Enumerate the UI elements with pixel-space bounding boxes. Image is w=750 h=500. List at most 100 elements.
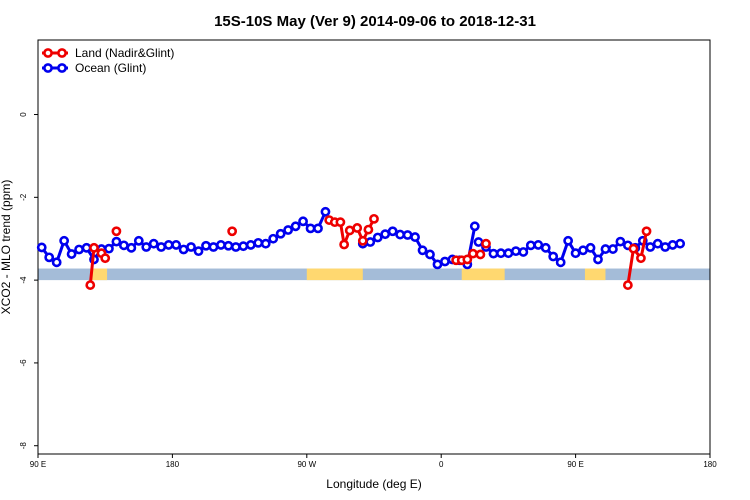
data-point: [622, 280, 633, 290]
data-point: [216, 240, 226, 250]
data-point: [141, 242, 152, 252]
x-tick-label: 180: [166, 460, 180, 469]
data-point: [593, 254, 603, 265]
data-point: [290, 221, 301, 232]
x-axis-label: Longitude (deg E): [326, 477, 421, 491]
data-point: [660, 242, 671, 252]
y-tick-label: -8: [19, 442, 28, 450]
y-tick-label: -6: [19, 359, 28, 367]
data-point: [51, 257, 62, 268]
data-point: [227, 226, 238, 237]
data-point: [540, 242, 551, 253]
data-point: [387, 226, 398, 237]
data-point: [283, 225, 294, 235]
data-point: [253, 237, 264, 248]
data-point: [104, 243, 114, 254]
data-point: [66, 249, 77, 259]
data-point: [111, 236, 122, 247]
data-point: [44, 252, 55, 263]
data-point: [357, 235, 368, 246]
data-point: [425, 249, 435, 260]
data-point: [126, 242, 137, 253]
data-point: [36, 242, 47, 253]
data-point: [496, 248, 506, 259]
data-point: [372, 232, 383, 243]
data-point: [365, 237, 376, 247]
land-band-segment: [90, 268, 108, 281]
data-point: [462, 254, 473, 265]
data-point: [488, 248, 499, 259]
chart-title: 15S-10S May (Ver 9) 2014-09-06 to 2018-1…: [214, 13, 536, 30]
y-tick-label: -4: [19, 276, 28, 284]
legend-marker: [43, 63, 53, 73]
data-point: [636, 253, 646, 264]
y-tick-label: -2: [19, 193, 28, 201]
data-point: [230, 242, 241, 252]
data-point: [473, 237, 484, 247]
x-tick-label: 90 W: [297, 460, 316, 469]
data-point: [260, 238, 271, 249]
data-point: [481, 238, 491, 249]
data-point: [201, 240, 211, 251]
data-point: [570, 248, 581, 259]
legend-marker: [57, 63, 67, 73]
land-band-segment: [584, 268, 606, 281]
series-ocean-glint: [36, 206, 686, 270]
data-point: [475, 249, 486, 260]
legend-marker: [43, 48, 53, 58]
data-point: [305, 223, 316, 234]
data-point: [81, 242, 92, 253]
data-point: [440, 256, 450, 267]
data-point: [313, 223, 323, 234]
ocean-band: [38, 268, 710, 281]
data-point: [275, 228, 286, 239]
data-point: [369, 213, 379, 224]
data-point: [163, 240, 174, 250]
data-point: [395, 229, 406, 240]
data-point: [344, 225, 355, 236]
data-point: [608, 244, 618, 254]
data-point: [503, 248, 514, 259]
data-point: [193, 246, 204, 257]
data-point: [432, 259, 443, 270]
data-point: [563, 235, 574, 246]
data-point: [675, 238, 686, 249]
data-point: [223, 240, 234, 251]
data-point: [363, 224, 374, 235]
data-point: [469, 221, 480, 232]
data-point: [468, 248, 478, 259]
x-tick-label: 90 E: [30, 460, 46, 469]
data-point: [156, 242, 167, 252]
data-point: [178, 244, 189, 255]
data-point: [402, 230, 413, 240]
legend-label: Ocean (Glint): [75, 61, 146, 75]
data-point: [298, 216, 308, 227]
y-tick-label: 0: [19, 112, 28, 117]
x-tick-label: 90 E: [567, 460, 583, 469]
data-point: [380, 229, 391, 240]
data-point: [339, 239, 350, 250]
data-point: [641, 226, 652, 237]
data-point: [59, 235, 70, 246]
data-point: [238, 241, 249, 252]
data-point: [410, 232, 420, 242]
data-point: [510, 246, 521, 257]
legend: Land (Nadir&Glint)Ocean (Glint): [42, 46, 174, 75]
data-point: [667, 240, 678, 250]
series-line: [626, 230, 649, 286]
data-point: [615, 236, 626, 247]
data-point: [118, 240, 129, 251]
data-point: [320, 206, 331, 217]
data-point: [208, 242, 219, 252]
land-band-segment: [306, 268, 363, 281]
data-point: [652, 238, 663, 249]
data-point: [74, 244, 84, 255]
land-band-segment: [461, 268, 505, 281]
legend-entry: Land (Nadir&Glint): [42, 46, 174, 60]
data-point: [148, 238, 159, 249]
y-axis-ticks: 0 -2 -4 -6 -8: [19, 112, 38, 450]
land-ocean-mask-band: [38, 268, 710, 281]
data-point: [352, 223, 363, 233]
data-point: [533, 240, 544, 250]
